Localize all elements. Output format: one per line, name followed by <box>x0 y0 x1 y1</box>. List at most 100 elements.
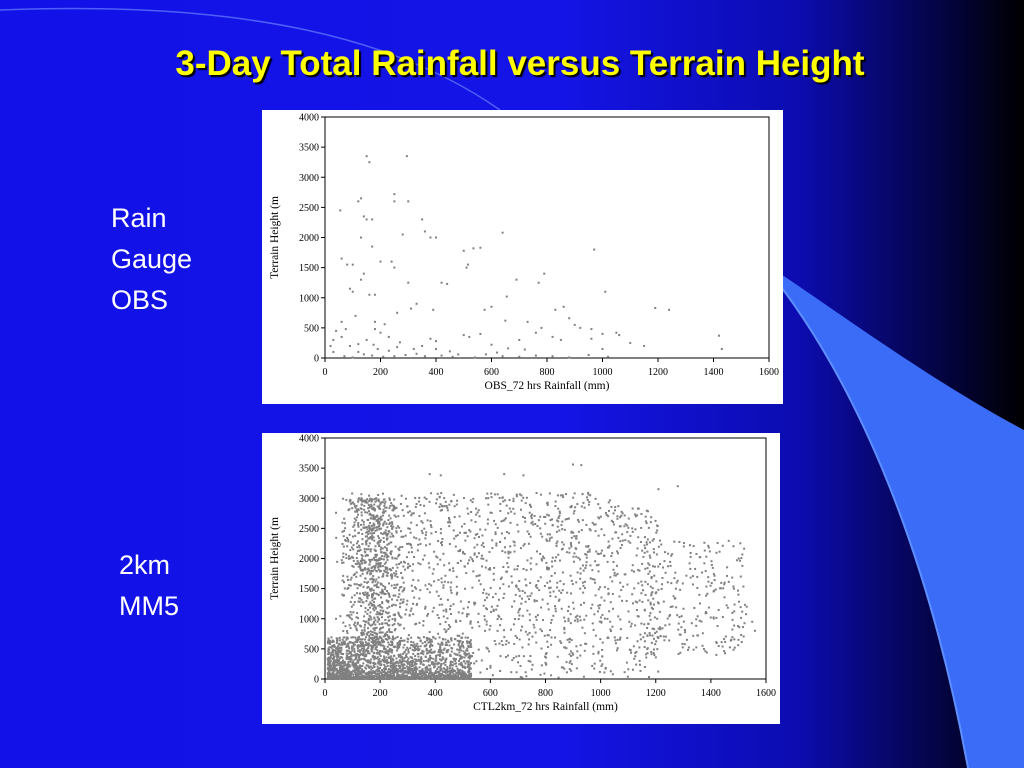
mm5-data-point <box>383 546 386 549</box>
mm5-data-point <box>380 644 383 647</box>
mm5-data-point <box>363 644 366 647</box>
obs-data-point <box>562 305 565 308</box>
mm5-data-point <box>439 503 442 506</box>
mm5-data-point <box>562 496 565 499</box>
mm5-label-line-1: 2km <box>119 550 171 580</box>
mm5-data-point <box>386 645 389 648</box>
mm5-data-point <box>336 675 339 678</box>
mm5-data-point <box>737 644 740 647</box>
mm5-data-point <box>444 670 447 673</box>
mm5-data-point <box>603 671 606 674</box>
mm5-data-point <box>512 497 515 500</box>
mm5-data-point <box>600 549 603 552</box>
mm5-data-point <box>417 677 420 680</box>
mm5-data-point <box>692 545 695 548</box>
mm5-data-point <box>439 675 442 678</box>
mm5-data-point <box>356 623 359 626</box>
mm5-data-point <box>345 663 348 666</box>
mm5-data-point <box>335 647 338 650</box>
mm5-data-point <box>436 556 439 559</box>
mm5-data-point <box>397 662 400 665</box>
mm5-data-point <box>687 646 690 649</box>
mm5-data-point <box>353 524 356 527</box>
mm5-data-point <box>530 668 533 671</box>
mm5-data-point <box>631 527 634 530</box>
mm5-data-point <box>353 529 356 532</box>
mm5-data-point <box>364 607 367 610</box>
mm5-data-point <box>458 669 461 672</box>
mm5-data-point <box>737 638 740 641</box>
mm5-data-point <box>430 532 433 535</box>
mm5-data-point <box>397 670 400 673</box>
mm5-data-point <box>381 658 384 661</box>
mm5-data-point <box>403 587 406 590</box>
mm5-data-point <box>459 639 462 642</box>
mm5-data-point <box>745 613 748 616</box>
mm5-data-point <box>442 652 445 655</box>
mm5-data-point <box>362 662 365 665</box>
mm5-data-point <box>567 610 570 613</box>
mm5-data-point <box>458 531 461 534</box>
mm5-data-point <box>527 542 530 545</box>
mm5-data-point <box>372 592 375 595</box>
obs-data-point <box>629 341 632 344</box>
mm5-data-point <box>476 543 479 546</box>
mm5-data-point <box>398 646 401 649</box>
mm5-ytick-label: 1500 <box>299 584 319 595</box>
mm5-data-point <box>364 636 367 639</box>
mm5-data-point <box>374 647 377 650</box>
mm5-data-point <box>612 568 615 571</box>
mm5-data-point <box>568 547 571 550</box>
mm5-data-point <box>394 594 397 597</box>
mm5-data-point <box>593 581 596 584</box>
obs-data-point <box>551 335 554 338</box>
mm5-data-point <box>598 620 601 623</box>
mm5-data-point <box>379 655 382 658</box>
mm5-data-point <box>370 529 373 532</box>
mm5-data-point <box>576 620 579 623</box>
mm5-data-point <box>467 646 470 649</box>
mm5-data-point <box>609 601 612 604</box>
obs-data-point <box>387 349 390 352</box>
mm5-data-point <box>378 559 381 562</box>
mm5-data-point <box>468 652 471 655</box>
mm5-data-point <box>412 652 415 655</box>
mm5-data-point <box>585 561 588 564</box>
mm5-data-point <box>390 640 393 643</box>
mm5-data-point <box>374 619 377 622</box>
mm5-data-point <box>365 620 368 623</box>
mm5-data-point <box>371 667 374 670</box>
obs-ytick-label: 0 <box>314 354 319 365</box>
mm5-data-point <box>354 625 357 628</box>
mm5-data-point <box>396 566 399 569</box>
mm5-data-point <box>343 667 346 670</box>
mm5-data-point <box>355 676 358 679</box>
mm5-data-point <box>367 661 370 664</box>
mm5-data-point <box>326 658 329 661</box>
mm5-data-point <box>414 497 417 500</box>
mm5-data-point <box>369 578 372 581</box>
mm5-data-point <box>433 676 436 679</box>
mm5-data-point <box>464 672 467 675</box>
mm5-data-point <box>445 649 448 652</box>
mm5-data-point <box>627 540 630 543</box>
obs-data-point <box>607 355 610 358</box>
mm5-data-point <box>333 649 336 652</box>
mm5-data-point <box>347 660 350 663</box>
obs-data-point <box>462 334 465 337</box>
mm5-data-point <box>644 567 647 570</box>
mm5-data-point <box>588 548 591 551</box>
mm5-data-point <box>372 578 375 581</box>
mm5-data-point <box>362 620 365 623</box>
mm5-data-point <box>358 677 361 680</box>
mm5-data-point <box>422 670 425 673</box>
mm5-data-point <box>381 547 384 550</box>
mm5-data-point <box>569 613 572 616</box>
mm5-data-point <box>401 677 404 680</box>
mm5-data-point <box>591 578 594 581</box>
mm5-data-point <box>341 675 344 678</box>
mm5-data-point <box>356 509 359 512</box>
mm5-data-point <box>532 623 535 626</box>
mm5-data-point <box>621 599 624 602</box>
